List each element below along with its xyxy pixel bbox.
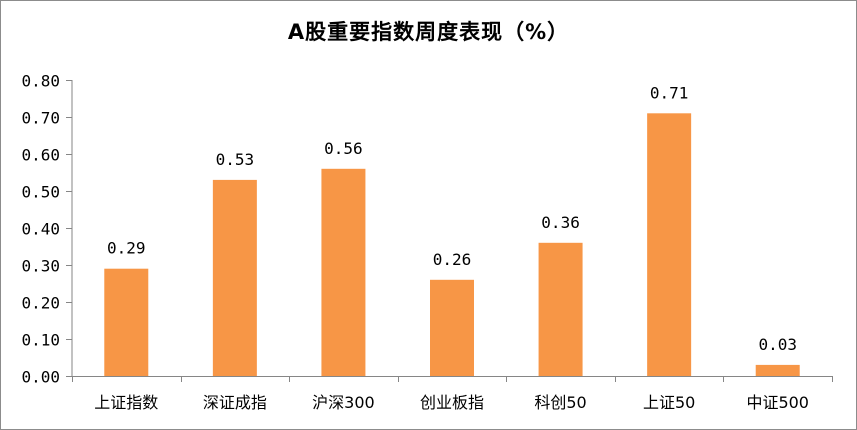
bar xyxy=(538,242,583,376)
x-tick-label: 科创50 xyxy=(534,393,586,412)
y-tick-label: 0.00 xyxy=(21,368,60,387)
y-axis: 0.00 0.10 0.20 0.30 0.40 0.50 0.60 0.70 0.80 xyxy=(21,72,73,387)
bar xyxy=(212,179,257,376)
x-tick-label: 上证50 xyxy=(643,393,695,412)
x-axis: 上证指数 深证成指 沪深300 创业板指 科创50 上证50 中证500 xyxy=(72,376,833,412)
data-label: 0.29 xyxy=(107,239,146,258)
bars xyxy=(104,113,800,377)
y-tick-label: 0.10 xyxy=(21,331,60,350)
data-label: 0.53 xyxy=(216,150,255,169)
chart-title: A股重要指数周度表现（%） xyxy=(287,20,570,44)
y-tick-label: 0.80 xyxy=(21,72,60,91)
y-tick-label: 0.50 xyxy=(21,183,60,202)
y-tick-label: 0.30 xyxy=(21,257,60,276)
y-tick-label: 0.70 xyxy=(21,109,60,128)
y-tick-label: 0.20 xyxy=(21,294,60,313)
x-tick-label: 上证指数 xyxy=(94,393,158,412)
x-tick-label: 创业板指 xyxy=(420,393,484,412)
data-label: 0.26 xyxy=(433,250,472,269)
y-tick-label: 0.60 xyxy=(21,146,60,165)
y-tick-label: 0.40 xyxy=(21,220,60,239)
data-label: 0.56 xyxy=(324,139,363,158)
bar xyxy=(321,168,366,376)
data-label: 0.36 xyxy=(541,213,580,232)
bar xyxy=(430,279,474,376)
value-labels: 0.29 0.53 0.56 0.26 0.36 0.71 0.03 xyxy=(107,83,797,354)
x-tick-label: 沪深300 xyxy=(312,393,375,412)
x-tick-label: 中证500 xyxy=(746,393,809,412)
x-tick-label: 深证成指 xyxy=(203,393,267,412)
data-label: 0.71 xyxy=(650,83,689,102)
bar xyxy=(104,268,149,376)
bar xyxy=(755,364,800,376)
data-label: 0.03 xyxy=(758,335,797,354)
bar xyxy=(647,113,692,377)
